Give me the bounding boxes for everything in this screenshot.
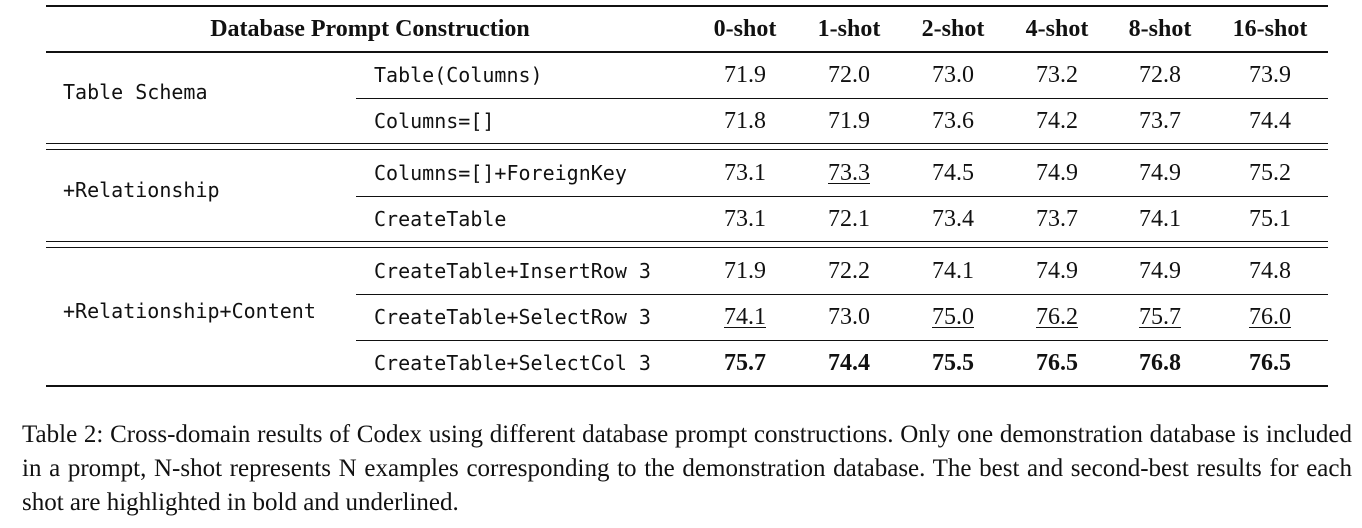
value-cell: 72.8 xyxy=(1139,62,1181,88)
value-cell: 73.7 xyxy=(1036,206,1078,232)
value-cell: 73.1 xyxy=(724,160,766,186)
header-cell: 4-shot xyxy=(1025,16,1089,42)
prompt-cell: Columns=[] xyxy=(374,109,495,133)
caption: Table 2: Cross-domain results of Codex u… xyxy=(22,421,1352,516)
value-cell: 74.9 xyxy=(1139,258,1181,284)
value-cell: 74.5 xyxy=(932,160,974,186)
value-cell: 76.8 xyxy=(1139,350,1181,376)
rule xyxy=(46,247,1328,249)
value-cell: 73.0 xyxy=(828,304,870,330)
value-cell: 73.2 xyxy=(1036,62,1078,88)
rule xyxy=(46,385,1328,387)
value-cell: 74.2 xyxy=(1036,108,1078,134)
value-cell: 74.9 xyxy=(1036,258,1078,284)
prompt-cell: CreateTable+SelectCol 3 xyxy=(374,351,651,375)
value-cell: 75.0 xyxy=(932,304,974,330)
value-cell: 71.9 xyxy=(828,108,870,134)
value-cell: 73.3 xyxy=(828,160,870,186)
value-cell: 74.4 xyxy=(1249,108,1291,134)
value-cell: 75.2 xyxy=(1249,160,1291,186)
header-cell: 8-shot xyxy=(1128,16,1192,42)
value-cell: 73.0 xyxy=(932,62,974,88)
value-cell: 74.1 xyxy=(724,304,766,330)
rule xyxy=(356,339,1328,341)
value-cell: 75.7 xyxy=(1139,304,1181,330)
value-cell: 73.7 xyxy=(1139,108,1181,134)
value-cell: 72.2 xyxy=(828,258,870,284)
value-cell: 74.1 xyxy=(1139,206,1181,232)
value-cell: 73.9 xyxy=(1249,62,1291,88)
value-cell: 71.9 xyxy=(724,62,766,88)
rule xyxy=(46,143,1328,145)
rule xyxy=(356,293,1328,295)
prompt-cell: Table(Columns) xyxy=(374,63,543,87)
prompt-cell: Columns=[]+ForeignKey xyxy=(374,161,627,185)
value-cell: 72.0 xyxy=(828,62,870,88)
rule xyxy=(46,241,1328,243)
value-cell: 74.9 xyxy=(1036,160,1078,186)
value-cell: 74.1 xyxy=(932,258,974,284)
header-cell: 16-shot xyxy=(1232,16,1308,42)
value-cell: 73.4 xyxy=(932,206,974,232)
value-cell: 76.0 xyxy=(1249,304,1291,330)
prompt-cell: CreateTable+SelectRow 3 xyxy=(374,305,651,329)
value-cell: 72.1 xyxy=(828,206,870,232)
rule xyxy=(46,51,1328,53)
value-cell: 74.9 xyxy=(1139,160,1181,186)
value-cell: 71.9 xyxy=(724,258,766,284)
value-cell: 75.7 xyxy=(724,350,766,376)
value-cell: 74.4 xyxy=(828,350,870,376)
value-cell: 74.8 xyxy=(1249,258,1291,284)
rule xyxy=(356,195,1328,197)
value-cell: 76.5 xyxy=(1036,350,1078,376)
rule xyxy=(46,5,1328,7)
header-cell: 0-shot xyxy=(713,16,777,42)
group-label: +Relationship+Content xyxy=(63,299,316,323)
group-label: Table Schema xyxy=(63,80,208,104)
header-cell: Database Prompt Construction xyxy=(210,16,530,42)
prompt-cell: CreateTable+InsertRow 3 xyxy=(374,259,651,283)
value-cell: 71.8 xyxy=(724,108,766,134)
value-cell: 73.6 xyxy=(932,108,974,134)
value-cell: 76.2 xyxy=(1036,304,1078,330)
value-cell: 76.5 xyxy=(1249,350,1291,376)
rule xyxy=(46,149,1328,151)
rule xyxy=(356,97,1328,99)
value-cell: 75.5 xyxy=(932,350,974,376)
value-cell: 73.1 xyxy=(724,206,766,232)
header-cell: 2-shot xyxy=(921,16,985,42)
group-label: +Relationship xyxy=(63,178,220,202)
value-cell: 75.1 xyxy=(1249,206,1291,232)
header-cell: 1-shot xyxy=(817,16,881,42)
prompt-cell: CreateTable xyxy=(374,207,507,231)
